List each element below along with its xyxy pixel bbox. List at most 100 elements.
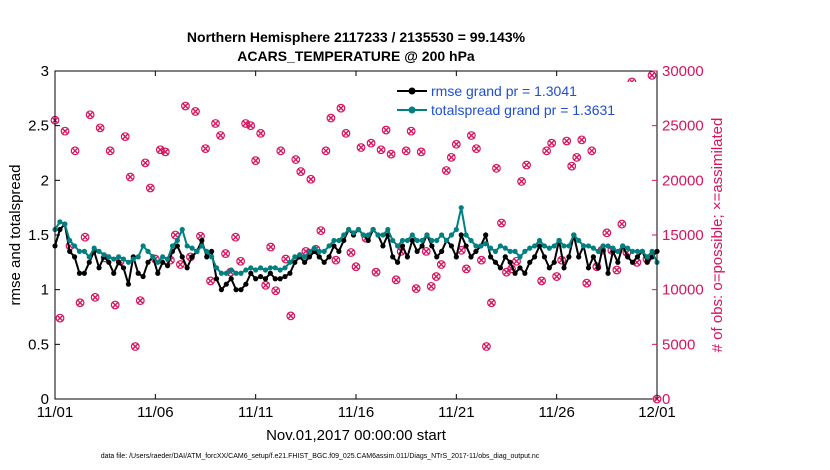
series-point [541,243,548,249]
obs-assimilated-marker [287,312,295,320]
series-point [57,219,63,225]
obs-assimilated-marker [136,297,144,305]
series-point [458,205,464,211]
series-point [497,265,503,271]
obs-possible-marker [426,281,436,291]
obs-assimilated-marker [548,139,556,147]
series-point [448,232,455,238]
obs-possible-marker [577,135,587,145]
obs-assimilated-marker [332,256,340,264]
obs-assimilated-marker [156,146,164,154]
series-point [502,254,508,260]
series-point [199,243,205,249]
y-tick-label-left: 1.5 [28,227,49,244]
obs-assimilated-marker [217,132,225,140]
obs-point [366,138,376,148]
series-point [96,265,102,271]
obs-assimilated-marker [121,133,129,141]
obs-point [286,311,296,321]
legend-rmse-marker [408,87,416,95]
obs-possible-marker [201,144,210,154]
series-point [546,265,552,271]
obs-possible-marker [95,123,105,133]
obs-assimilated-marker [357,144,365,152]
series-point [492,259,499,265]
series-point [492,248,499,254]
obs-point [140,158,150,168]
obs-possible-marker [271,286,281,296]
obs-possible-marker [587,146,597,156]
series-point [341,237,347,244]
series-point [91,245,97,251]
obs-assimilated-marker [487,299,495,307]
obs-point [411,284,421,293]
obs-assimilated-marker [106,147,114,155]
series-point [644,259,650,265]
series-point [106,254,112,260]
obs-assimilated-marker [327,114,335,122]
obs-possible-marker [366,138,376,148]
obs-point [296,167,306,176]
obs-possible-marker [552,272,562,281]
series-line [54,207,658,275]
series-point [189,254,195,260]
series-point [566,254,572,260]
series-point [292,254,298,260]
obs-possible-marker [120,132,130,142]
series-point [135,254,141,260]
obs-point [261,280,271,290]
series-point [336,237,342,244]
obs-point [472,144,481,154]
obs-point [306,174,316,184]
series-point [473,243,479,249]
obs-point [256,128,266,138]
y-tick-label-left: 2 [41,172,49,189]
obs-point [331,255,341,265]
obs-point [522,160,531,170]
obs-point [426,281,436,291]
series-point [223,281,229,287]
series-point [473,248,479,254]
obs-assimilated-marker [322,147,330,155]
series-point [605,270,611,276]
series-point [561,265,567,271]
series-point [302,259,308,265]
obs-possible-marker [431,272,441,281]
series-point [174,237,180,244]
obs-assimilated-marker [161,148,169,156]
obs-possible-marker [617,219,627,229]
obs-assimilated-marker [477,256,485,264]
series-point [463,232,469,238]
obs-assimilated-marker [387,150,395,158]
obs-possible-marker [216,131,225,140]
obs-assimilated-marker [422,247,430,255]
obs-possible-marker [472,144,481,154]
obs-possible-marker [110,300,120,310]
obs-possible-marker [466,131,476,140]
obs-assimilated-marker [538,277,546,285]
obs-point [602,228,612,238]
obs-possible-marker [351,262,361,272]
obs-point [431,272,441,281]
series-point [282,265,288,271]
series-point [404,237,410,244]
y-tick-label-left: 0 [41,391,49,408]
obs-assimilated-marker [392,276,400,284]
series-point [292,259,298,265]
obs-assimilated-marker [613,266,621,274]
obs-point [612,265,622,275]
x-tick-label: 11/11 [238,404,273,421]
legend-spread-marker [408,106,416,114]
series-point [497,243,503,249]
obs-possible-marker [391,275,401,285]
obs-assimilated-marker [202,145,209,153]
series-point [160,254,166,260]
obs-assimilated-marker [603,229,611,237]
obs-assimilated-marker [176,261,184,269]
obs-assimilated-marker [563,137,571,145]
series-point [253,267,259,273]
series-point [507,259,513,265]
obs-possible-marker [85,110,95,120]
obs-possible-marker [316,226,326,236]
series-point [145,259,151,265]
